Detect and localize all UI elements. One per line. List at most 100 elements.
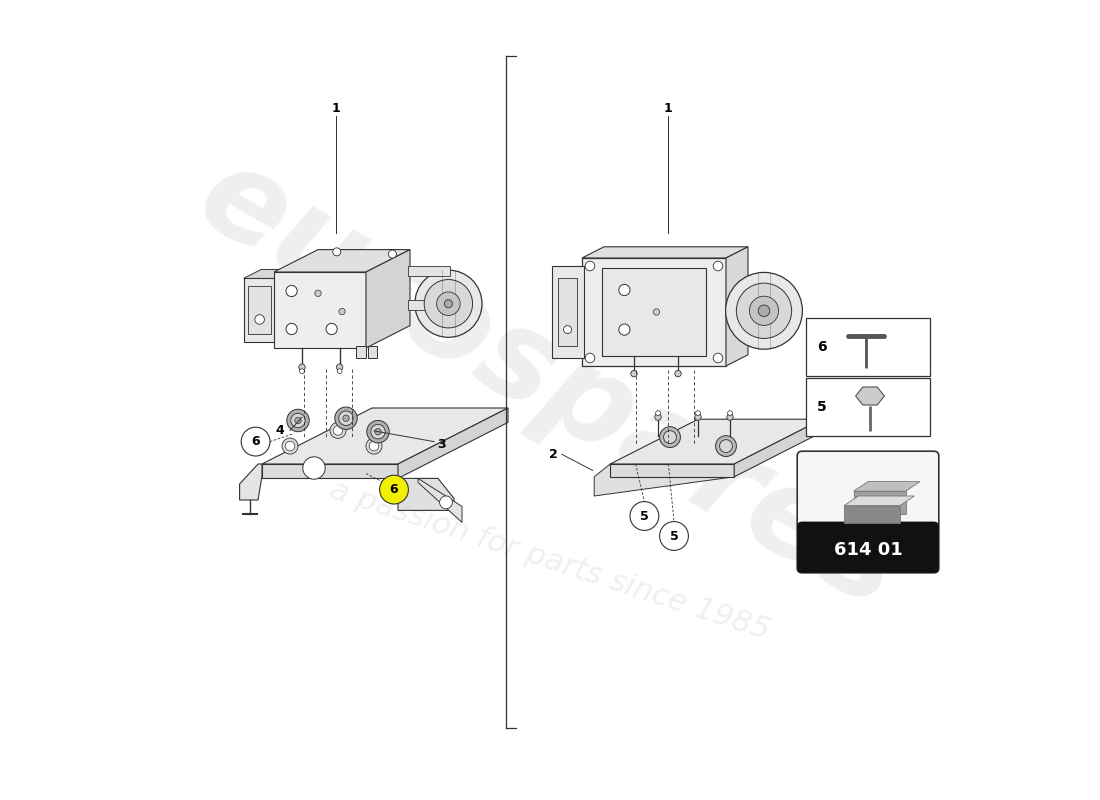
Circle shape: [727, 410, 733, 415]
Circle shape: [585, 353, 595, 362]
FancyBboxPatch shape: [798, 451, 938, 573]
Circle shape: [695, 414, 701, 420]
Polygon shape: [418, 478, 462, 522]
Circle shape: [286, 286, 297, 297]
FancyBboxPatch shape: [602, 268, 706, 356]
FancyBboxPatch shape: [582, 258, 726, 366]
Text: 6: 6: [251, 435, 260, 448]
Circle shape: [713, 261, 723, 270]
Circle shape: [330, 422, 346, 438]
Circle shape: [726, 272, 802, 349]
Circle shape: [343, 415, 349, 422]
Circle shape: [326, 323, 338, 334]
Polygon shape: [274, 250, 410, 272]
Circle shape: [339, 308, 345, 314]
Circle shape: [713, 353, 723, 362]
Text: 614 01: 614 01: [834, 542, 902, 559]
Text: 6: 6: [817, 340, 827, 354]
Polygon shape: [398, 408, 508, 478]
Text: 1: 1: [664, 102, 673, 114]
Polygon shape: [610, 419, 822, 464]
Text: 1: 1: [331, 102, 340, 114]
Text: eurospares: eurospares: [177, 134, 923, 634]
Circle shape: [630, 370, 637, 377]
Polygon shape: [726, 246, 748, 366]
Circle shape: [370, 442, 378, 451]
Circle shape: [695, 410, 701, 415]
Circle shape: [287, 410, 309, 432]
Polygon shape: [262, 408, 508, 464]
FancyBboxPatch shape: [367, 346, 377, 358]
Polygon shape: [734, 419, 822, 477]
Circle shape: [282, 438, 298, 454]
Circle shape: [653, 309, 660, 315]
Circle shape: [299, 364, 305, 370]
Circle shape: [299, 369, 305, 374]
Circle shape: [716, 436, 736, 457]
FancyBboxPatch shape: [558, 278, 578, 346]
Polygon shape: [854, 491, 905, 514]
Circle shape: [437, 292, 460, 315]
Text: 5: 5: [817, 400, 827, 414]
Circle shape: [366, 421, 389, 443]
Circle shape: [379, 475, 408, 504]
Polygon shape: [366, 250, 410, 348]
Text: 2: 2: [549, 448, 558, 461]
Circle shape: [366, 438, 382, 454]
Circle shape: [295, 418, 301, 424]
Polygon shape: [844, 506, 900, 523]
Circle shape: [255, 314, 264, 324]
Text: 6: 6: [389, 483, 398, 496]
Circle shape: [619, 324, 630, 335]
Circle shape: [727, 414, 734, 420]
Text: 3: 3: [437, 438, 446, 451]
Polygon shape: [844, 496, 914, 506]
Circle shape: [736, 283, 792, 338]
Circle shape: [660, 426, 681, 447]
Polygon shape: [262, 464, 398, 478]
FancyBboxPatch shape: [243, 278, 276, 342]
Circle shape: [286, 323, 297, 334]
Polygon shape: [854, 482, 920, 491]
Circle shape: [563, 326, 572, 334]
Circle shape: [654, 414, 661, 420]
Circle shape: [440, 496, 452, 509]
FancyBboxPatch shape: [356, 346, 366, 358]
FancyBboxPatch shape: [249, 286, 271, 334]
Circle shape: [371, 425, 385, 439]
Polygon shape: [243, 270, 294, 278]
Circle shape: [334, 407, 358, 430]
FancyBboxPatch shape: [806, 318, 930, 376]
Circle shape: [444, 300, 452, 308]
Circle shape: [758, 305, 770, 317]
Circle shape: [315, 290, 321, 297]
Circle shape: [660, 522, 689, 550]
Circle shape: [674, 370, 681, 377]
Circle shape: [719, 440, 733, 453]
Text: 4: 4: [275, 424, 284, 437]
Text: 5: 5: [640, 510, 649, 522]
Polygon shape: [582, 246, 748, 258]
Polygon shape: [610, 464, 734, 477]
Polygon shape: [398, 478, 454, 510]
Circle shape: [338, 369, 342, 374]
FancyBboxPatch shape: [408, 300, 450, 310]
Circle shape: [333, 426, 343, 435]
Circle shape: [290, 414, 305, 428]
FancyBboxPatch shape: [806, 378, 930, 436]
Text: 5: 5: [670, 530, 679, 542]
Circle shape: [388, 250, 396, 258]
Circle shape: [425, 279, 473, 328]
Circle shape: [749, 296, 779, 326]
Circle shape: [333, 248, 341, 256]
Circle shape: [302, 457, 326, 479]
Circle shape: [585, 261, 595, 270]
Circle shape: [656, 410, 660, 415]
FancyBboxPatch shape: [551, 266, 584, 358]
Polygon shape: [240, 464, 262, 500]
Circle shape: [241, 427, 270, 456]
FancyBboxPatch shape: [274, 272, 366, 348]
Circle shape: [285, 442, 295, 451]
Text: a passion for parts since 1985: a passion for parts since 1985: [327, 475, 773, 645]
Polygon shape: [594, 464, 734, 496]
